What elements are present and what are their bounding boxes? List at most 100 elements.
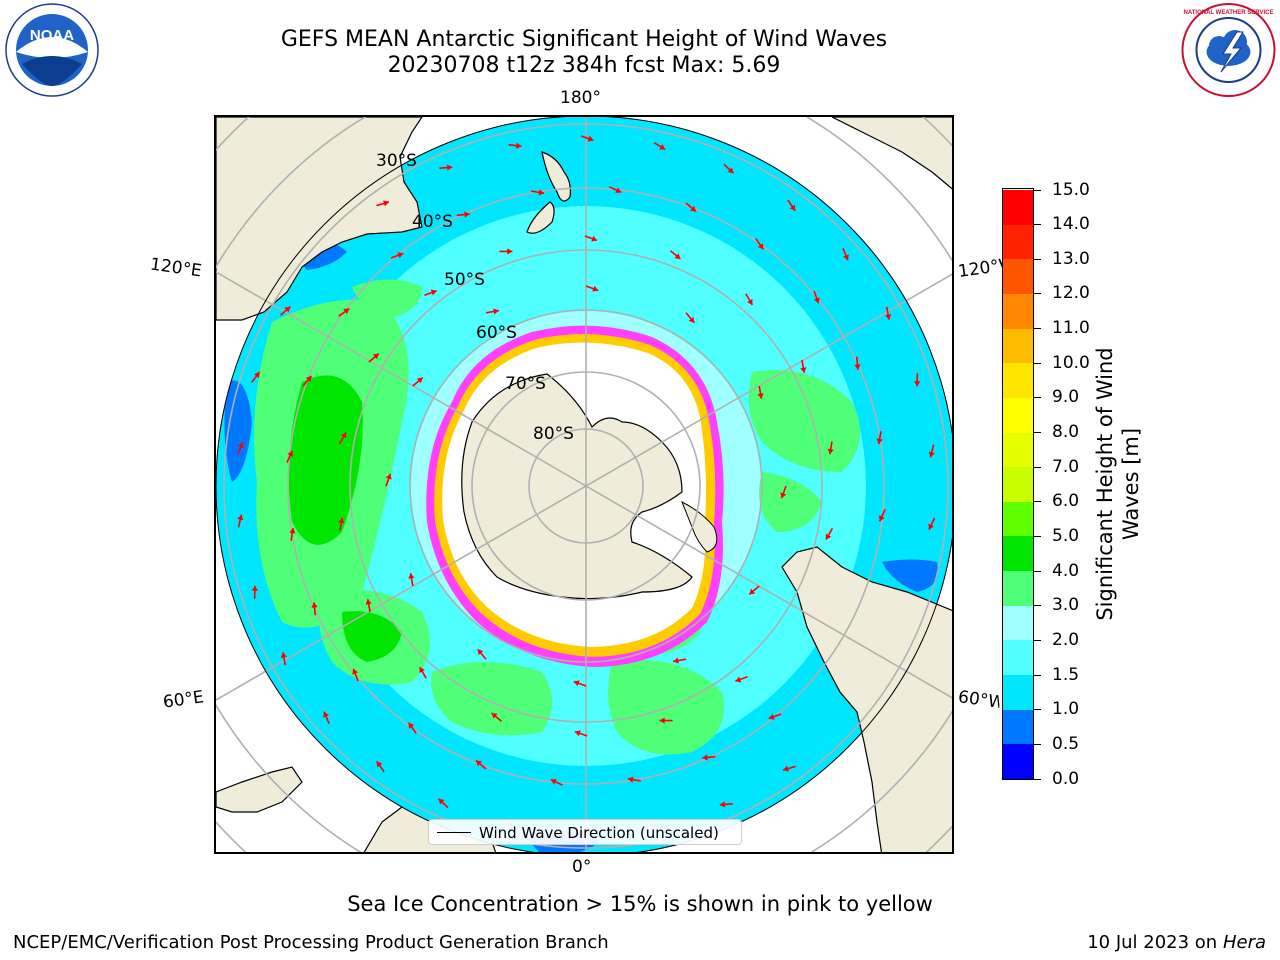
colorbar-segment bbox=[1003, 466, 1033, 502]
wave-direction-arrow bbox=[338, 307, 350, 317]
colorbar-tick bbox=[1034, 189, 1041, 191]
wave-direction-arrow bbox=[928, 517, 936, 530]
wave-direction-arrow bbox=[477, 648, 487, 660]
colorbar-tick-label: 15.0 bbox=[1052, 179, 1090, 200]
colorbar-segment bbox=[1003, 224, 1033, 260]
wave-direction-arrow bbox=[685, 202, 697, 213]
colorbar-segment bbox=[1003, 258, 1033, 294]
wave-direction-arrow bbox=[424, 289, 437, 296]
wave-direction-arrow bbox=[475, 759, 487, 770]
lat-label-70s: 70°S bbox=[505, 374, 546, 394]
run-date: 10 Jul 2023 on Hera bbox=[1087, 931, 1266, 955]
wave-direction-arrow bbox=[289, 527, 296, 541]
wave-direction-arrow bbox=[531, 189, 545, 196]
colorbar-segment bbox=[1003, 570, 1033, 606]
wave-direction-arrow bbox=[412, 377, 424, 387]
wave-direction-arrow bbox=[800, 359, 807, 373]
wave-direction-arrow bbox=[787, 199, 796, 212]
wave-direction-arrow bbox=[311, 602, 318, 616]
map-legend: Wind Wave Direction (unscaled) bbox=[428, 819, 742, 845]
wave-direction-arrow bbox=[685, 312, 695, 324]
lat-label-80s: 80°S bbox=[533, 424, 574, 444]
colorbar-tick-label: 14.0 bbox=[1052, 214, 1090, 235]
wave-direction-arrow bbox=[813, 290, 820, 304]
wave-direction-arrow bbox=[580, 135, 594, 142]
wave-direction-arrow bbox=[338, 517, 345, 531]
wave-direction-arrow bbox=[659, 717, 673, 724]
colorbar-tick bbox=[1034, 328, 1041, 330]
colorbar-tick bbox=[1034, 674, 1041, 676]
wave-direction-arrow bbox=[735, 676, 748, 683]
colorbar-tick bbox=[1034, 639, 1041, 641]
colorbar-tick-label: 5.0 bbox=[1052, 525, 1080, 546]
wave-direction-arrow bbox=[251, 371, 261, 383]
wave-direction-arrow bbox=[236, 442, 244, 455]
lon-label-60w: 60°W bbox=[956, 687, 1002, 713]
wave-direction-arrow bbox=[280, 306, 291, 316]
wave-direction-arrow bbox=[573, 680, 587, 687]
wave-direction-arrow bbox=[876, 431, 883, 445]
chart-title: GEFS MEAN Antarctic Significant Height o… bbox=[280, 27, 888, 52]
nws-logo-text: NATIONAL WEATHER SERVICE bbox=[1184, 10, 1274, 16]
wave-direction-arrow bbox=[854, 356, 861, 370]
colorbar-tick-label: 13.0 bbox=[1052, 248, 1090, 269]
colorbar-segment bbox=[1003, 639, 1033, 676]
wave-direction-arrow bbox=[842, 247, 849, 261]
wave-direction-arrow bbox=[385, 473, 392, 487]
noaa-logo: NOAA bbox=[5, 3, 99, 97]
colorbar-tick-label: 6.0 bbox=[1052, 491, 1080, 512]
lon-label-0: 0° bbox=[572, 857, 592, 877]
nws-logo: NATIONAL WEATHER SERVICE bbox=[1181, 3, 1276, 97]
wave-direction-arrow bbox=[437, 798, 449, 809]
colorbar-tick-label: 7.0 bbox=[1052, 456, 1080, 477]
chart-subtitle: 20230708 t12z 384h fcst Max: 5.69 bbox=[387, 53, 781, 78]
antarctica bbox=[461, 373, 693, 600]
credit-line: NCEP/EMC/Verification Post Processing Pr… bbox=[13, 932, 609, 953]
wave-direction-arrow bbox=[407, 722, 417, 734]
legend-label: Wind Wave Direction (unscaled) bbox=[479, 824, 719, 842]
wave-direction-arrow bbox=[827, 441, 834, 455]
new-zealand-south bbox=[526, 201, 555, 234]
wave-direction-arrow bbox=[376, 760, 385, 773]
wave-direction-arrow bbox=[286, 450, 294, 463]
colorbar-tick bbox=[1034, 535, 1041, 537]
wave-direction-arrow bbox=[365, 599, 372, 613]
wave-direction-arrow bbox=[669, 250, 681, 260]
colorbar-segment bbox=[1003, 328, 1033, 364]
colorbar-tick bbox=[1034, 501, 1041, 503]
wave-direction-arrow bbox=[653, 142, 666, 151]
lat-label-30s: 30°S bbox=[376, 151, 417, 171]
colorbar-tick bbox=[1034, 397, 1041, 399]
wave-direction-arrow bbox=[702, 754, 716, 761]
colorbar-segment bbox=[1003, 605, 1033, 641]
colorbar-segment bbox=[1003, 535, 1033, 572]
wave-direction-arrow bbox=[780, 485, 787, 499]
wave-direction-arrow bbox=[748, 585, 760, 595]
colorbar-tick bbox=[1034, 466, 1041, 468]
wave-direction-arrow bbox=[418, 666, 427, 679]
wave-direction-arrow bbox=[376, 200, 390, 207]
sea-ice-note: Sea Ice Concentration > 15% is shown in … bbox=[347, 892, 933, 916]
colorbar-tick bbox=[1034, 432, 1041, 434]
colorbar-tick-label: 10.0 bbox=[1052, 352, 1090, 373]
colorbar-tick bbox=[1034, 293, 1041, 295]
wave-direction-arrow bbox=[928, 444, 935, 458]
wave-direction-arrow bbox=[885, 306, 892, 320]
wave-direction-arrow bbox=[584, 235, 598, 242]
wave-direction-arrow bbox=[745, 293, 754, 306]
wave-direction-arrow bbox=[508, 142, 522, 149]
colorbar-tick-label: 0.0 bbox=[1052, 768, 1080, 789]
lon-label-60e: 60°E bbox=[161, 687, 206, 713]
colorbar-tick-label: 9.0 bbox=[1052, 387, 1080, 408]
lat-label-40s: 40°S bbox=[412, 212, 453, 232]
wave-direction-arrow bbox=[755, 238, 765, 250]
colorbar-segment bbox=[1003, 189, 1033, 225]
wave-direction-arrow bbox=[768, 713, 782, 720]
wave-direction-arrow bbox=[251, 585, 258, 599]
lon-label-120e: 120°E bbox=[148, 254, 203, 282]
wave-direction-arrow bbox=[491, 712, 503, 722]
colorbar-tick-label: 11.0 bbox=[1052, 318, 1090, 339]
wave-direction-arrow bbox=[550, 778, 563, 786]
colorbar-tick bbox=[1034, 224, 1041, 226]
wave-direction-arrow bbox=[757, 385, 764, 399]
